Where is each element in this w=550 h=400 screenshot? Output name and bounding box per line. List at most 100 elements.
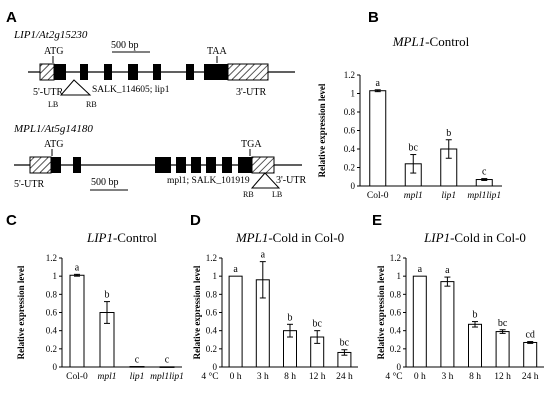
x-tick-label: 8 h: [469, 372, 481, 382]
x-tick-label: Col-0: [367, 191, 389, 201]
y-tick-label: 1: [53, 271, 58, 281]
lip1-insertion-label: SALK_114605; lip1: [92, 85, 170, 95]
lip1-exon: [153, 64, 161, 80]
y-tick-label: 0.6: [46, 308, 58, 318]
x-tick-label: mpl1: [98, 372, 117, 382]
lip1-start-codon: ATG: [44, 46, 63, 57]
significance-letter: c: [482, 167, 487, 178]
mpl1-exon: [191, 157, 201, 173]
lip1-scale-label: 500 bp: [111, 40, 139, 51]
lip1-exon: [186, 64, 194, 80]
mpl1-exon: [222, 157, 232, 173]
y-tick-label: 0.2: [46, 344, 57, 354]
lip1-tdna-insertion-triangle: [59, 79, 92, 96]
panel-label-c: C: [6, 212, 17, 229]
chart-title: MPL1-Cold in Col-0: [235, 230, 344, 245]
mpl1-scale-label: 500 bp: [91, 177, 119, 188]
y-axis-label: Relative expression level: [376, 265, 386, 359]
x-tick-label: 12 h: [309, 372, 326, 382]
chart-panel-c: 0 0.2 0.4 0.6 0.8 1 1.2 LIP1-Control Relative ex…: [16, 230, 184, 382]
bar: [228, 275, 243, 368]
chart-title: LIP1-Cold in Col-0: [423, 230, 526, 245]
bar: [369, 90, 387, 187]
y-tick-label: 1: [397, 271, 402, 281]
y-axis-label: Relative expression level: [192, 265, 202, 359]
lip1-utr3-label: 3'-UTR: [236, 87, 266, 98]
y-tick-label: 0.4: [344, 144, 356, 154]
lip1-exon: [204, 64, 228, 80]
x-tick-label: 3 h: [441, 372, 453, 382]
lip1-exon: [54, 64, 66, 80]
y-tick-label: 0.2: [206, 344, 217, 354]
y-tick-label: 1.2: [344, 70, 355, 80]
chart-panel-b: 0 0.2 0.4 0.6 0.8 1 1.2 MPL1-Control Relative ex…: [317, 34, 502, 201]
x-tick-label: 12 h: [494, 372, 511, 382]
chart-title-gene: LIP1: [86, 230, 113, 245]
x-tick-label: 0 h: [230, 372, 242, 382]
bar: [159, 366, 175, 368]
mpl1-exon: [238, 157, 252, 173]
bar: [523, 341, 538, 368]
x-tick-label: 0 h: [414, 372, 426, 382]
bar: [69, 274, 85, 368]
y-tick-label: 0.4: [390, 326, 402, 336]
mpl1-exon: [155, 157, 171, 173]
lip1-rb-label: RB: [86, 100, 97, 109]
lip1-stop-codon: TAA: [207, 46, 228, 57]
mpl1-utr3-box: [251, 156, 275, 174]
lip1-exon: [80, 64, 88, 80]
significance-letter: a: [418, 264, 423, 275]
x-tick-label: lip1: [130, 372, 145, 382]
y-tick-label: 0.8: [206, 289, 218, 299]
y-tick-label: 0.8: [344, 107, 356, 117]
y-tick-label: 0.8: [46, 289, 58, 299]
bar: [129, 366, 145, 368]
y-tick-label: 0.6: [344, 126, 356, 136]
y-tick-label: 0: [397, 362, 402, 372]
y-tick-label: 0: [213, 362, 218, 372]
x-tick-label: 24 h: [522, 372, 539, 382]
significance-letter: a: [75, 262, 80, 273]
x-tick-label: Col-0: [66, 372, 88, 382]
mpl1-start-codon: ATG: [44, 139, 63, 150]
chart-title-suffix: -Cold in Col-0: [450, 230, 526, 245]
significance-letter: b: [473, 310, 478, 321]
y-tick-label: 1: [213, 271, 218, 281]
chart-title-suffix: -Control: [425, 34, 469, 49]
chart-title: LIP1-Control: [86, 230, 157, 245]
y-tick-label: 1: [351, 89, 356, 99]
bar: [440, 281, 455, 368]
mpl1-utr5-box: [29, 156, 52, 174]
significance-letter: c: [135, 354, 140, 365]
mpl1-rb-label: RB: [243, 190, 254, 199]
significance-letter: bc: [312, 319, 322, 330]
panel-label-a: A: [6, 9, 17, 26]
chart-title-gene: MPL1: [392, 34, 426, 49]
chart-title-gene: LIP1: [423, 230, 450, 245]
significance-letter: bc: [409, 143, 419, 154]
mpl1-utr3-label: 3'-UTR: [276, 175, 306, 186]
y-tick-label: 1.2: [206, 253, 217, 263]
chart-panel-e: 0 0.2 0.4 0.6 0.8 1 1.2 LIP1-Cold in Col-0 Relat…: [376, 230, 544, 382]
lip1-exon: [128, 64, 138, 80]
x-tick-label: 24 h: [336, 372, 353, 382]
x-tick-label: mpl1: [404, 191, 423, 201]
mpl1-gene-structure: MPL1/At5g14180 ATG TGA 5'-UTR 500 bp mpl…: [13, 123, 306, 199]
significance-letter: b: [288, 312, 293, 323]
x-prefix-label: 4 °C: [385, 371, 402, 382]
mpl1-insertion-label: mpl1; SALK_101919: [167, 176, 250, 186]
y-tick-label: 1.2: [390, 253, 401, 263]
y-tick-label: 0.2: [344, 163, 355, 173]
mpl1-lb-label: LB: [272, 190, 282, 199]
x-tick-label: 3 h: [257, 372, 269, 382]
chart-panel-d: 0 0.2 0.4 0.6 0.8 1 1.2 MPL1-Cold in Col-0 Relat…: [192, 230, 358, 382]
x-tick-label: mpl1lip1: [467, 191, 501, 201]
y-tick-label: 0.4: [206, 326, 218, 336]
lip1-utr3-box: [227, 63, 269, 81]
panel-label-e: E: [372, 212, 382, 229]
mpl1-stop-codon: TGA: [241, 139, 262, 150]
x-tick-label: mpl1lip1: [150, 372, 184, 382]
significance-letter: bc: [340, 338, 350, 349]
